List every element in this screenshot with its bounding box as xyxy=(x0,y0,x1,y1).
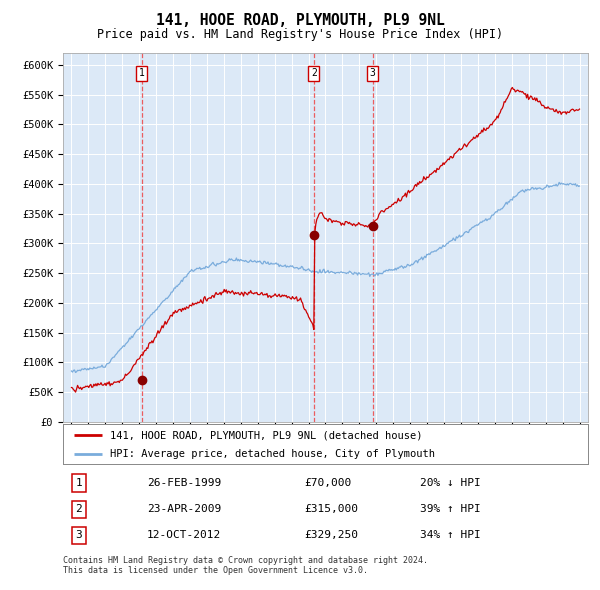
Text: 2: 2 xyxy=(311,68,317,78)
Text: 34% ↑ HPI: 34% ↑ HPI xyxy=(420,530,481,540)
Text: 12-OCT-2012: 12-OCT-2012 xyxy=(147,530,221,540)
Text: 1: 1 xyxy=(139,68,145,78)
Text: Price paid vs. HM Land Registry's House Price Index (HPI): Price paid vs. HM Land Registry's House … xyxy=(97,28,503,41)
Text: 3: 3 xyxy=(370,68,376,78)
Text: £70,000: £70,000 xyxy=(305,478,352,488)
Text: £329,250: £329,250 xyxy=(305,530,359,540)
Text: 2: 2 xyxy=(76,504,82,514)
Text: 141, HOOE ROAD, PLYMOUTH, PL9 9NL (detached house): 141, HOOE ROAD, PLYMOUTH, PL9 9NL (detac… xyxy=(110,431,423,441)
Text: 3: 3 xyxy=(76,530,82,540)
Text: 1: 1 xyxy=(76,478,82,488)
Text: Contains HM Land Registry data © Crown copyright and database right 2024.
This d: Contains HM Land Registry data © Crown c… xyxy=(63,556,428,575)
Text: 26-FEB-1999: 26-FEB-1999 xyxy=(147,478,221,488)
Text: £315,000: £315,000 xyxy=(305,504,359,514)
Text: 23-APR-2009: 23-APR-2009 xyxy=(147,504,221,514)
Text: 39% ↑ HPI: 39% ↑ HPI xyxy=(420,504,481,514)
Text: HPI: Average price, detached house, City of Plymouth: HPI: Average price, detached house, City… xyxy=(110,450,435,459)
Text: 141, HOOE ROAD, PLYMOUTH, PL9 9NL: 141, HOOE ROAD, PLYMOUTH, PL9 9NL xyxy=(155,13,445,28)
Text: 20% ↓ HPI: 20% ↓ HPI xyxy=(420,478,481,488)
